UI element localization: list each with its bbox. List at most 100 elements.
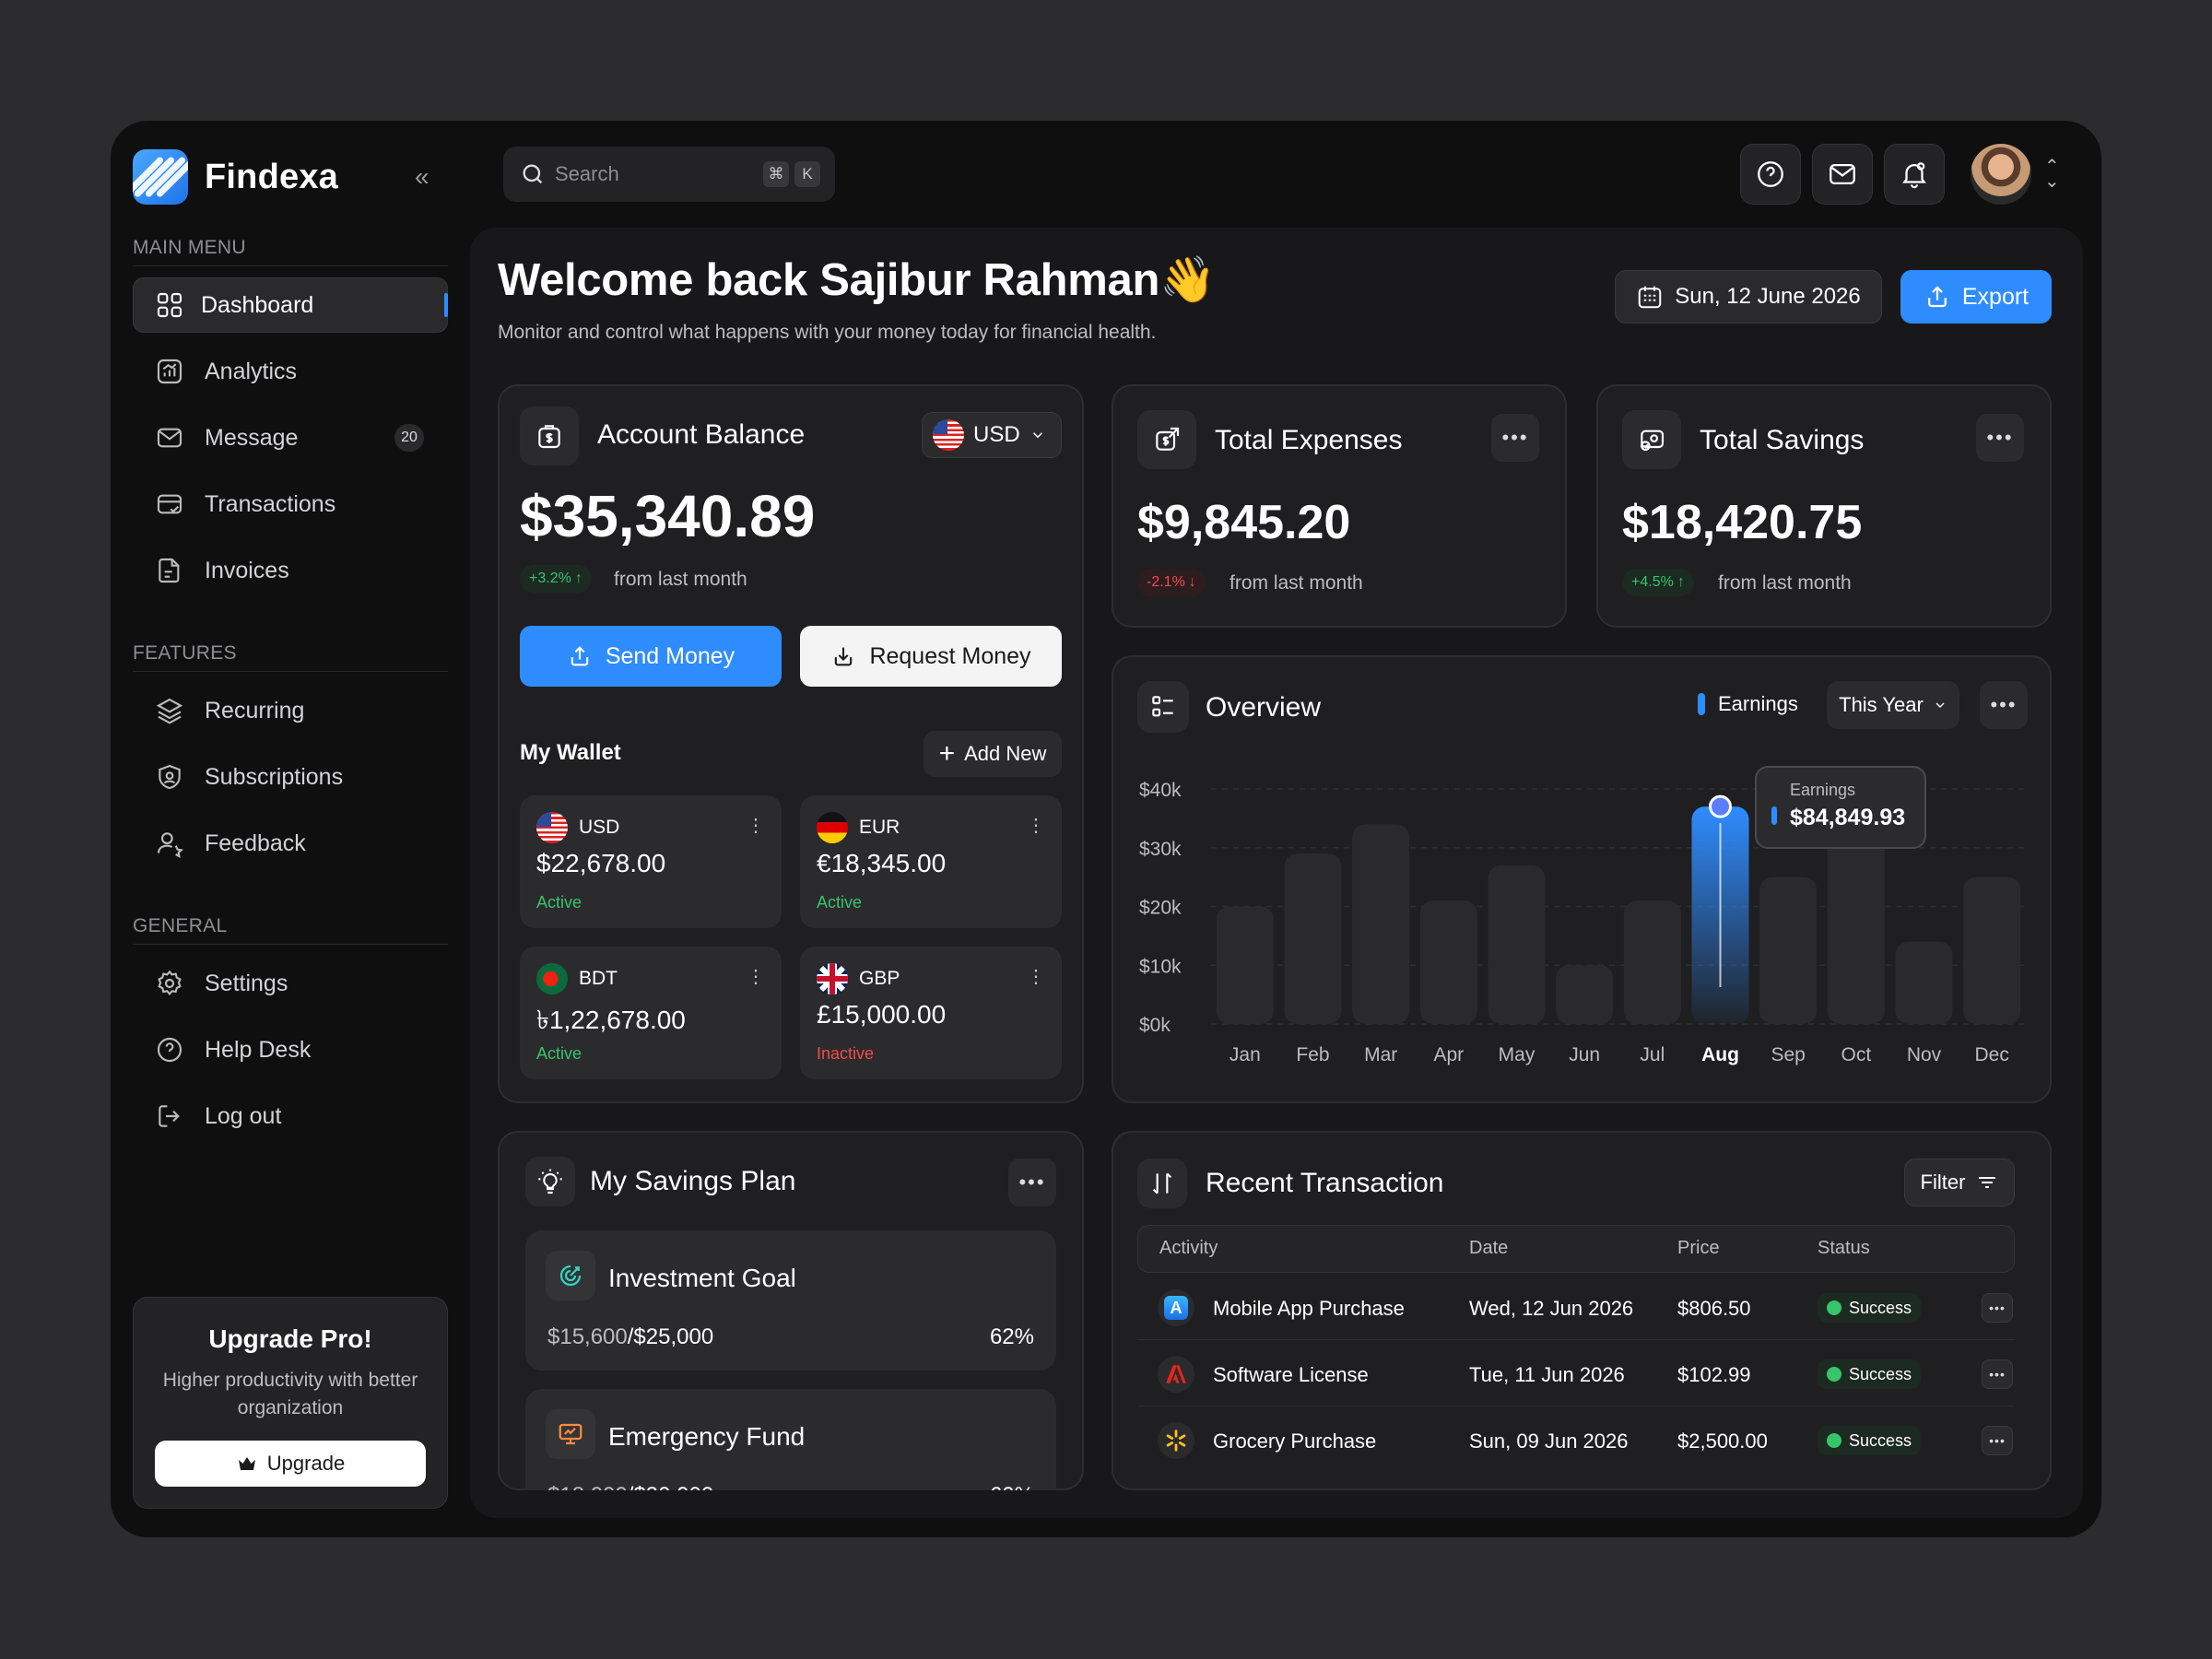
upload-icon <box>1927 286 1947 308</box>
collapse-sidebar-icon[interactable]: « <box>415 162 429 191</box>
x-tick-label: Jun <box>1569 1044 1600 1065</box>
wallet-card-gbp[interactable]: GBP ⋮ £15,000.00 Inactive <box>800 947 1062 1079</box>
total-savings-card: Total Savings ••• $18,420.75 +4.5% ↑ from… <box>1596 384 2052 628</box>
app-window: Findexa « MAIN MENU Dashboard Analytics … <box>111 121 2101 1537</box>
divider <box>133 671 448 672</box>
sidebar-item-message[interactable]: Message 20 <box>133 410 448 465</box>
wallet-amount: £15,000.00 <box>817 1000 947 1029</box>
sidebar-item-label: Dashboard <box>201 291 314 318</box>
section-label-features: FEATURES <box>133 642 237 664</box>
transaction-price: $102.99 <box>1677 1363 1751 1386</box>
message-count-badge: 20 <box>394 424 424 452</box>
sidebar-item-feedback[interactable]: Feedback <box>133 816 448 871</box>
transfer-icon <box>1137 1159 1187 1208</box>
wallet-amount: $22,678.00 <box>536 849 666 877</box>
filter-label: Filter <box>1920 1171 1966 1194</box>
goal-target: /$25,000 <box>627 1324 714 1349</box>
savings-goal-emergency[interactable]: Emergency Fund $18,000/$30,000 60% <box>525 1389 1056 1490</box>
row-more-options-icon[interactable]: ••• <box>1982 1359 2013 1389</box>
bar-oct <box>1827 800 1885 1024</box>
notification-button[interactable] <box>1884 144 1945 205</box>
more-options-icon[interactable]: ••• <box>1976 414 2024 462</box>
sidebar-item-transactions[interactable]: Transactions <box>133 477 448 532</box>
target-icon <box>546 1251 595 1300</box>
mail-icon <box>157 428 182 448</box>
balance-change-badge: +3.2% ↑ <box>520 565 592 593</box>
plus-icon: + <box>938 738 956 769</box>
search-input[interactable]: Search ⌘ K <box>503 147 835 202</box>
bar-apr <box>1419 900 1477 1024</box>
bar-mar <box>1352 824 1410 1024</box>
wallet-more-icon[interactable]: ⋮ <box>1027 967 1045 987</box>
transaction-activity: Software License <box>1213 1363 1369 1386</box>
wallet-more-icon[interactable]: ⋮ <box>1027 816 1045 836</box>
bar-jun <box>1556 965 1614 1024</box>
table-header <box>1137 1225 2015 1273</box>
filter-button[interactable]: Filter <box>1904 1159 2015 1206</box>
sidebar-item-label: Recurring <box>205 697 305 724</box>
upgrade-button[interactable]: Upgrade <box>155 1441 426 1487</box>
upgrade-card: Upgrade Pro! Higher productivity with be… <box>133 1297 448 1509</box>
user-feedback-icon <box>157 832 184 858</box>
sidebar-item-settings[interactable]: Settings <box>133 956 448 1011</box>
upgrade-button-label: Upgrade <box>266 1452 346 1475</box>
sidebar-item-subscriptions[interactable]: Subscriptions <box>133 749 448 805</box>
wallet-card-usd[interactable]: USD ⋮ $22,678.00 Active <box>520 795 782 928</box>
currency-select[interactable]: USD <box>922 412 1062 458</box>
layers-icon <box>156 698 183 724</box>
sidebar-item-help-desk[interactable]: Help Desk <box>133 1022 448 1077</box>
row-more-options-icon[interactable]: ••• <box>1982 1426 2013 1455</box>
more-options-icon[interactable]: ••• <box>1980 681 2028 729</box>
wallet-more-icon[interactable]: ⋮ <box>747 816 765 836</box>
wallet-card-eur[interactable]: EUR ⋮ €18,345.00 Active <box>800 795 1062 928</box>
tooltip-swatch <box>1771 806 1777 825</box>
sidebar-item-recurring[interactable]: Recurring <box>133 683 448 738</box>
bar-sep <box>1759 877 1818 1024</box>
sidebar-item-invoices[interactable]: Invoices <box>133 543 448 598</box>
sidebar-item-dashboard[interactable]: Dashboard <box>133 277 448 333</box>
savings-change-note: from last month <box>1718 572 1852 594</box>
row-more-options-icon[interactable]: ••• <box>1982 1293 2013 1323</box>
my-wallet-title: My Wallet <box>520 740 621 765</box>
user-avatar[interactable] <box>1971 144 2031 205</box>
bar-feb <box>1284 853 1342 1024</box>
column-header-date: Date <box>1469 1238 1509 1258</box>
wallet-currency-code: EUR <box>859 817 900 838</box>
search-icon <box>523 164 543 184</box>
account-balance-card: Account Balance USD $35,340.89 +3.2% ↑ fr… <box>498 384 1084 1103</box>
y-tick-label: $0k <box>1139 1015 1171 1036</box>
savings-goal-investment[interactable]: Investment Goal $15,600/$25,000 62% <box>525 1230 1056 1371</box>
chart-tooltip: Earnings $84,849.93 <box>1755 766 1926 849</box>
wallet-card-bdt[interactable]: BDT ⋮ ৳1,22,678.00 Active <box>520 947 782 1079</box>
sidebar-item-analytics[interactable]: Analytics <box>133 344 448 399</box>
wallet-currency-code: BDT <box>579 968 618 989</box>
add-new-wallet-button[interactable]: + Add New <box>924 731 1062 777</box>
mail-button[interactable] <box>1812 144 1873 205</box>
chevron-down-icon <box>1936 702 1945 708</box>
sidebar-item-log-out[interactable]: Log out <box>133 1088 448 1144</box>
overview-title: Overview <box>1206 692 1322 723</box>
sidebar-item-label: Log out <box>205 1102 282 1129</box>
export-button[interactable]: Export <box>1900 270 2052 324</box>
period-select[interactable]: This Year <box>1827 681 1959 729</box>
wallet-more-icon[interactable]: ⋮ <box>747 967 765 987</box>
section-label-main-menu: MAIN MENU <box>133 237 246 258</box>
send-money-button[interactable]: Send Money <box>520 626 782 687</box>
x-tick-label: Apr <box>1433 1044 1464 1065</box>
crown-icon <box>238 1457 255 1470</box>
bar-jan <box>1216 906 1274 1024</box>
more-options-icon[interactable]: ••• <box>1491 414 1539 462</box>
column-header-price: Price <box>1677 1238 1720 1258</box>
tooltip-label: Earnings <box>1790 781 1856 799</box>
help-button[interactable] <box>1740 144 1801 205</box>
more-options-icon[interactable]: ••• <box>1008 1159 1056 1206</box>
account-balance-amount: $35,340.89 <box>520 483 816 549</box>
card-icon <box>157 494 182 514</box>
export-label: Export <box>1961 283 2030 310</box>
date-picker-button[interactable]: Sun, 12 June 2026 <box>1615 270 1882 324</box>
account-switch-icon[interactable]: ⌃ ⌄ <box>2044 157 2060 192</box>
x-tick-label: May <box>1499 1044 1535 1065</box>
monitor-icon <box>546 1409 595 1459</box>
transaction-date: Tue, 11 Jun 2026 <box>1469 1363 1625 1386</box>
request-money-button[interactable]: Request Money <box>800 626 1062 687</box>
